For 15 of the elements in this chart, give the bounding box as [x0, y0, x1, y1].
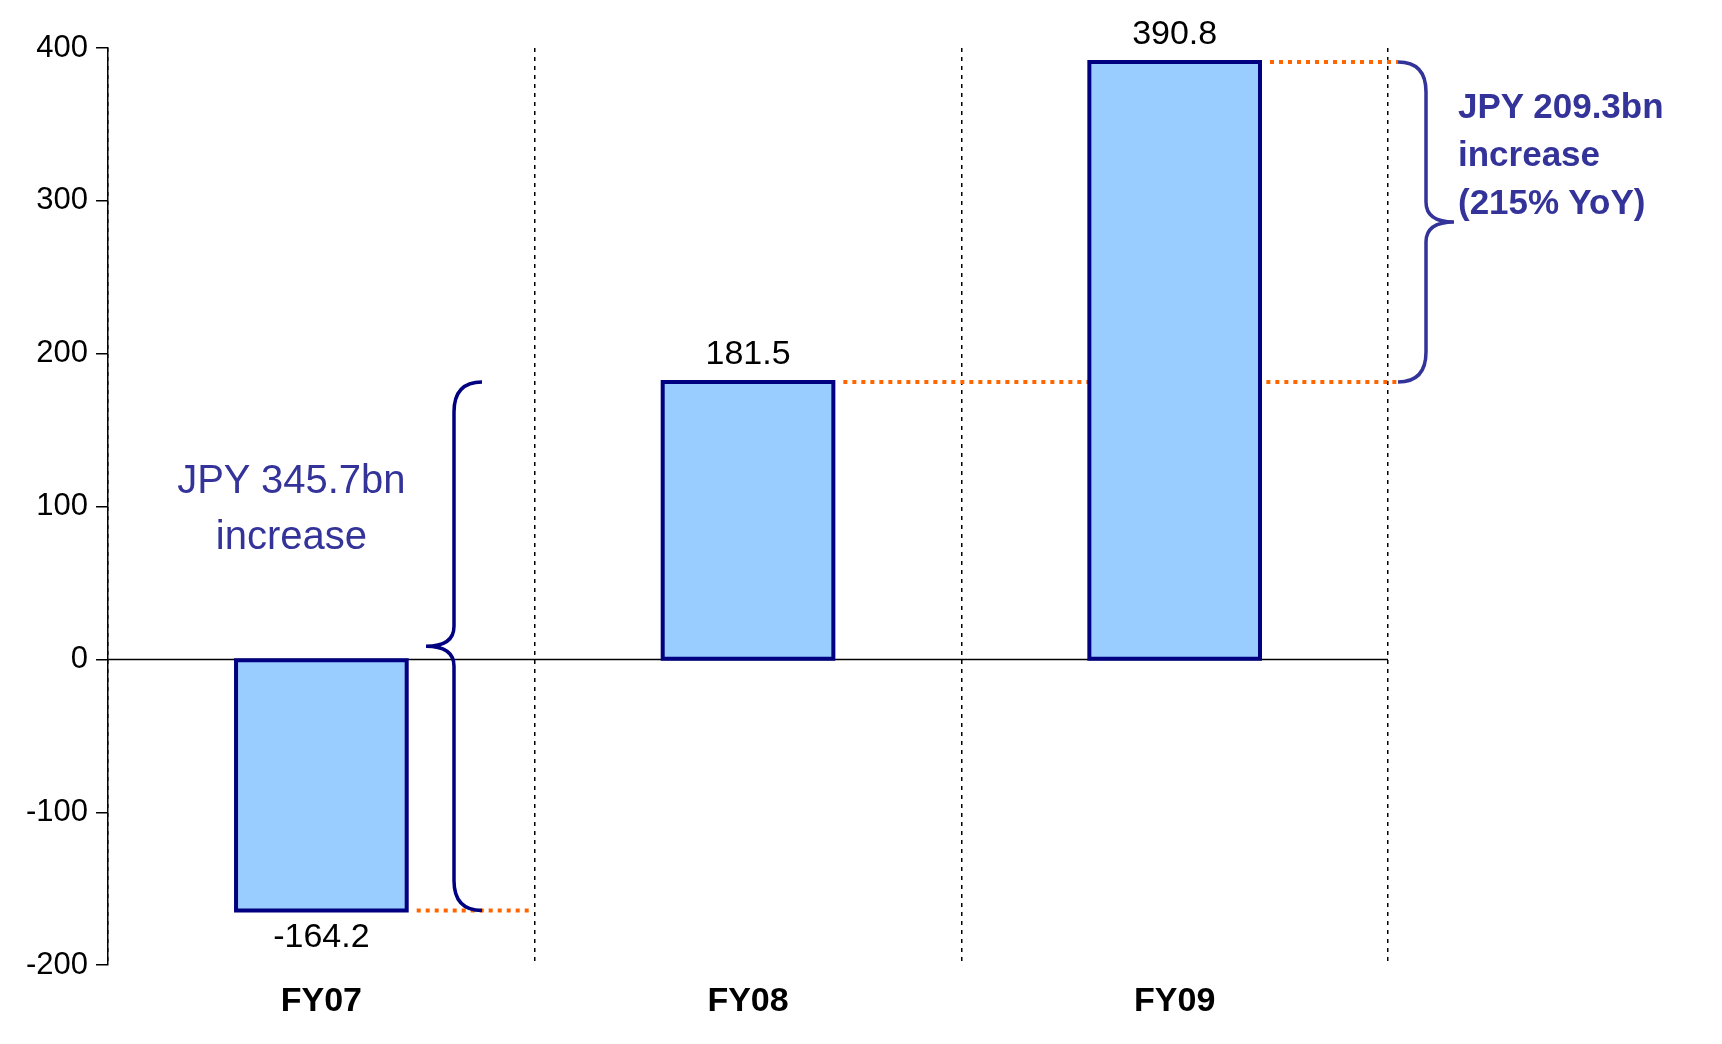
data-label: -164.2: [273, 915, 370, 954]
data-label: 181.5: [705, 333, 791, 372]
y-tick-label: 400: [36, 28, 89, 64]
annotation: JPY 345.7bn increase: [176, 455, 407, 559]
y-tick-label: -200: [26, 945, 89, 981]
y-tick-label: 0: [70, 640, 89, 676]
y-tick-label: -100: [26, 792, 89, 828]
y-tick-label: 300: [36, 181, 89, 217]
y-tick-label: 100: [36, 487, 89, 523]
y-tick-label: 200: [36, 334, 89, 370]
text: JPY 209.3bn increase (215% YoY): [1458, 85, 1665, 224]
x-tick-label: FY09: [1134, 979, 1216, 1018]
x-tick-label: FY08: [707, 979, 789, 1018]
data-label: 390.8: [1132, 13, 1218, 52]
x-tick-label: FY07: [280, 979, 362, 1018]
